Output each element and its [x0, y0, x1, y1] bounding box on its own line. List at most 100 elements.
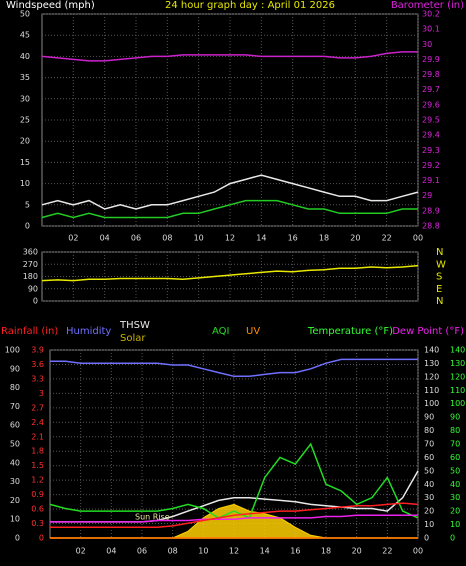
- y-tick-label: 3.3: [31, 374, 44, 383]
- y2-tick-label: 20: [424, 507, 434, 516]
- y3-tick-label: 90: [10, 364, 20, 373]
- legend-label: Rainfall (in): [1, 326, 58, 337]
- y2-tick-label: 80: [424, 426, 434, 435]
- y2-tick-label: N: [436, 247, 443, 258]
- y2-tick-label: 50: [450, 466, 460, 475]
- y2-tick-label: S: [436, 272, 442, 283]
- y2-tick-label: 40: [450, 480, 460, 489]
- y2-tick-label: 29.7: [422, 85, 440, 94]
- y-tick-label: 2.7: [31, 403, 44, 412]
- y2-tick-label: 20: [450, 507, 460, 516]
- y-tick-label: 90: [28, 284, 38, 293]
- y-tick-label: 5: [25, 200, 30, 209]
- y2-tick-label: 120: [424, 372, 439, 381]
- y3-tick-label: 70: [10, 402, 20, 411]
- y2-tick-label: 40: [424, 480, 434, 489]
- x-tick-label: 14: [256, 234, 266, 243]
- y2-tick-label: N: [436, 296, 443, 307]
- y-tick-label: 15: [20, 158, 30, 167]
- y3-tick-label: 40: [10, 458, 20, 467]
- y-tick-label: 1.8: [31, 447, 44, 456]
- y-tick-label: 0.6: [31, 505, 44, 514]
- y-tick-label: 1.2: [31, 476, 44, 485]
- y2-tick-label: 28.9: [422, 206, 440, 215]
- y2-tick-label: 0: [450, 534, 455, 543]
- x-tick-label: 10: [198, 547, 208, 556]
- y2-tick-label: 50: [424, 466, 434, 475]
- y-tick-label: 40: [20, 52, 30, 61]
- y-tick-label: 3.6: [31, 360, 44, 369]
- y2-tick-label: 60: [424, 453, 434, 462]
- x-tick-label: 22: [382, 547, 392, 556]
- x-tick-label: 18: [321, 547, 331, 556]
- y2-tick-label: 70: [450, 440, 460, 449]
- line: [50, 358, 418, 378]
- y2-tick-label: 29: [422, 191, 432, 200]
- x-tick-label: 08: [168, 547, 178, 556]
- y-tick-label: 180: [23, 272, 38, 281]
- x-tick-label: 16: [288, 234, 298, 243]
- y2-tick-label: 10: [424, 520, 434, 529]
- legend-label: UV: [246, 326, 260, 337]
- x-tick-label: 20: [350, 234, 360, 243]
- x-tick-label: 06: [131, 234, 141, 243]
- y3-tick-label: 50: [10, 440, 20, 449]
- y-tick-label: 10: [20, 179, 30, 188]
- annotation: Sun Rise: [135, 513, 170, 522]
- y2-tick-label: W: [436, 259, 446, 270]
- y3-tick-label: 100: [5, 346, 20, 355]
- y-tick-label: 3: [39, 389, 44, 398]
- y2-tick-label: 10: [450, 520, 460, 529]
- legend-label: Temperature (°F): [307, 326, 393, 337]
- x-tick-label: 20: [352, 547, 362, 556]
- y-tick-label: 2.4: [31, 418, 44, 427]
- y3-tick-label: 10: [10, 515, 20, 524]
- x-tick-label: 16: [290, 547, 300, 556]
- line: [49, 442, 419, 519]
- y-tick-label: 25: [20, 116, 30, 125]
- x-tick-label: 00: [413, 234, 423, 243]
- y-tick-label: 270: [23, 260, 38, 269]
- y-tick-label: 35: [20, 73, 30, 82]
- y2-tick-label: 28.8: [422, 222, 440, 231]
- x-tick-label: 10: [194, 234, 204, 243]
- legend-label: Dew Point (°F): [392, 326, 464, 337]
- y2-tick-label: 90: [450, 413, 460, 422]
- y2-tick-label: 29.9: [422, 55, 440, 64]
- y-tick-label: 45: [20, 31, 30, 40]
- y2-tick-label: 130: [450, 359, 465, 368]
- y3-tick-label: 60: [10, 421, 20, 430]
- x-tick-label: 04: [100, 234, 110, 243]
- x-tick-label: 02: [76, 547, 86, 556]
- y3-tick-label: 80: [10, 383, 20, 392]
- y2-tick-label: 140: [450, 346, 465, 355]
- legend-label: Solar: [120, 333, 146, 344]
- y2-tick-label: 30.2: [422, 10, 440, 19]
- x-tick-label: 06: [137, 547, 147, 556]
- y2-tick-label: E: [436, 284, 442, 295]
- windspeed-label: Windspeed (mph): [6, 0, 95, 11]
- y2-tick-label: 30: [424, 493, 434, 502]
- x-tick-label: 08: [162, 234, 172, 243]
- y2-tick-label: 29.5: [422, 116, 440, 125]
- y-tick-label: 0: [33, 297, 38, 306]
- x-tick-label: 12: [229, 547, 239, 556]
- y2-tick-label: 100: [424, 399, 439, 408]
- y2-tick-label: 0: [424, 534, 429, 543]
- y-tick-label: 50: [20, 10, 30, 19]
- y-tick-label: 3.9: [31, 346, 44, 355]
- y3-tick-label: 0: [15, 534, 20, 543]
- y2-tick-label: 110: [450, 386, 465, 395]
- y2-tick-label: 29.4: [422, 131, 440, 140]
- y2-tick-label: 29.8: [422, 70, 440, 79]
- y-tick-label: 20: [20, 137, 30, 146]
- x-tick-label: 04: [106, 547, 116, 556]
- y3-tick-label: 30: [10, 477, 20, 486]
- y2-tick-label: 29.3: [422, 146, 440, 155]
- y2-tick-label: 70: [424, 440, 434, 449]
- line: [41, 51, 418, 62]
- y2-tick-label: 29.2: [422, 161, 440, 170]
- y-tick-label: 1.5: [31, 461, 44, 470]
- chart-title: 24 hour graph day : April 01 2026: [165, 0, 335, 11]
